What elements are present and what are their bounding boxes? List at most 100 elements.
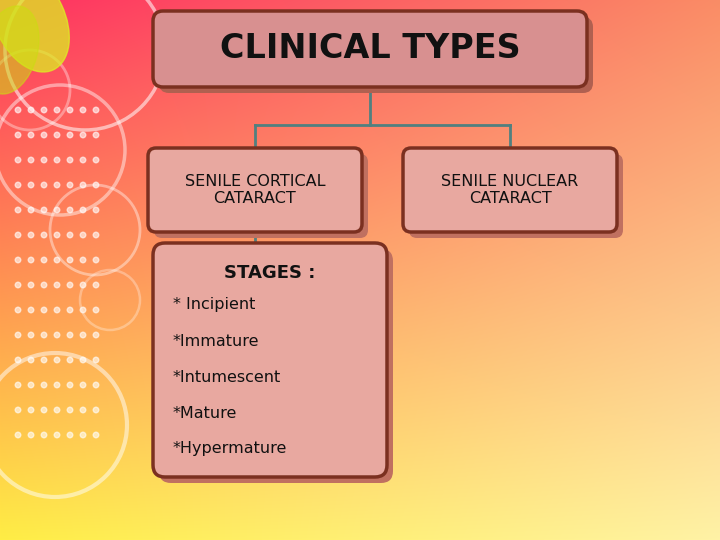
FancyBboxPatch shape [159, 17, 593, 93]
Circle shape [41, 107, 47, 113]
Circle shape [80, 207, 86, 213]
Circle shape [67, 307, 73, 313]
Circle shape [28, 232, 34, 238]
Circle shape [67, 357, 73, 363]
Circle shape [41, 307, 47, 313]
Circle shape [54, 107, 60, 113]
Circle shape [67, 282, 73, 288]
Circle shape [28, 107, 34, 113]
Circle shape [41, 407, 47, 413]
Circle shape [54, 282, 60, 288]
Circle shape [67, 432, 73, 438]
Text: *Intumescent: *Intumescent [173, 369, 282, 384]
Circle shape [80, 407, 86, 413]
Circle shape [93, 232, 99, 238]
FancyBboxPatch shape [153, 11, 587, 87]
Circle shape [93, 307, 99, 313]
Circle shape [54, 332, 60, 338]
Circle shape [15, 157, 21, 163]
Circle shape [80, 432, 86, 438]
FancyBboxPatch shape [159, 249, 393, 483]
Circle shape [15, 282, 21, 288]
Circle shape [67, 207, 73, 213]
Circle shape [41, 282, 47, 288]
Circle shape [67, 257, 73, 263]
Circle shape [15, 182, 21, 188]
Circle shape [28, 207, 34, 213]
Circle shape [15, 307, 21, 313]
Text: *Immature: *Immature [173, 334, 259, 348]
Circle shape [41, 357, 47, 363]
Circle shape [80, 332, 86, 338]
Circle shape [15, 132, 21, 138]
Circle shape [80, 307, 86, 313]
Circle shape [67, 407, 73, 413]
Circle shape [80, 382, 86, 388]
Circle shape [15, 382, 21, 388]
Circle shape [93, 157, 99, 163]
Circle shape [15, 207, 21, 213]
Circle shape [28, 182, 34, 188]
Circle shape [67, 182, 73, 188]
Circle shape [80, 182, 86, 188]
Circle shape [67, 107, 73, 113]
Circle shape [93, 182, 99, 188]
Circle shape [67, 132, 73, 138]
Circle shape [41, 332, 47, 338]
Circle shape [80, 107, 86, 113]
Circle shape [28, 282, 34, 288]
Circle shape [28, 307, 34, 313]
Circle shape [28, 382, 34, 388]
Circle shape [28, 257, 34, 263]
Circle shape [54, 132, 60, 138]
Circle shape [41, 157, 47, 163]
Circle shape [15, 107, 21, 113]
Circle shape [93, 257, 99, 263]
Circle shape [41, 207, 47, 213]
Circle shape [93, 107, 99, 113]
Circle shape [28, 157, 34, 163]
Circle shape [41, 382, 47, 388]
Text: *Mature: *Mature [173, 406, 238, 421]
Text: SENILE NUCLEAR
CATARACT: SENILE NUCLEAR CATARACT [441, 174, 579, 206]
Circle shape [15, 257, 21, 263]
Circle shape [41, 132, 47, 138]
Circle shape [93, 357, 99, 363]
Text: *Hypermature: *Hypermature [173, 442, 287, 456]
Circle shape [41, 182, 47, 188]
Circle shape [28, 407, 34, 413]
Circle shape [54, 232, 60, 238]
Circle shape [28, 132, 34, 138]
Circle shape [67, 232, 73, 238]
Circle shape [93, 407, 99, 413]
Text: CLINICAL TYPES: CLINICAL TYPES [220, 32, 521, 65]
Circle shape [93, 207, 99, 213]
Circle shape [28, 357, 34, 363]
Circle shape [54, 382, 60, 388]
Circle shape [54, 257, 60, 263]
Circle shape [93, 282, 99, 288]
Circle shape [67, 382, 73, 388]
Circle shape [41, 432, 47, 438]
FancyBboxPatch shape [148, 148, 362, 232]
Circle shape [54, 182, 60, 188]
Text: STAGES :: STAGES : [225, 264, 315, 282]
Circle shape [28, 432, 34, 438]
Circle shape [15, 432, 21, 438]
Circle shape [54, 157, 60, 163]
Circle shape [54, 407, 60, 413]
FancyBboxPatch shape [154, 154, 368, 238]
Circle shape [93, 332, 99, 338]
Text: * Incipient: * Incipient [173, 298, 256, 313]
Circle shape [93, 132, 99, 138]
Circle shape [80, 132, 86, 138]
Ellipse shape [0, 6, 39, 94]
Circle shape [28, 332, 34, 338]
Circle shape [80, 357, 86, 363]
Ellipse shape [0, 0, 69, 72]
Circle shape [67, 332, 73, 338]
Circle shape [93, 382, 99, 388]
Circle shape [93, 432, 99, 438]
Circle shape [15, 332, 21, 338]
FancyBboxPatch shape [409, 154, 623, 238]
